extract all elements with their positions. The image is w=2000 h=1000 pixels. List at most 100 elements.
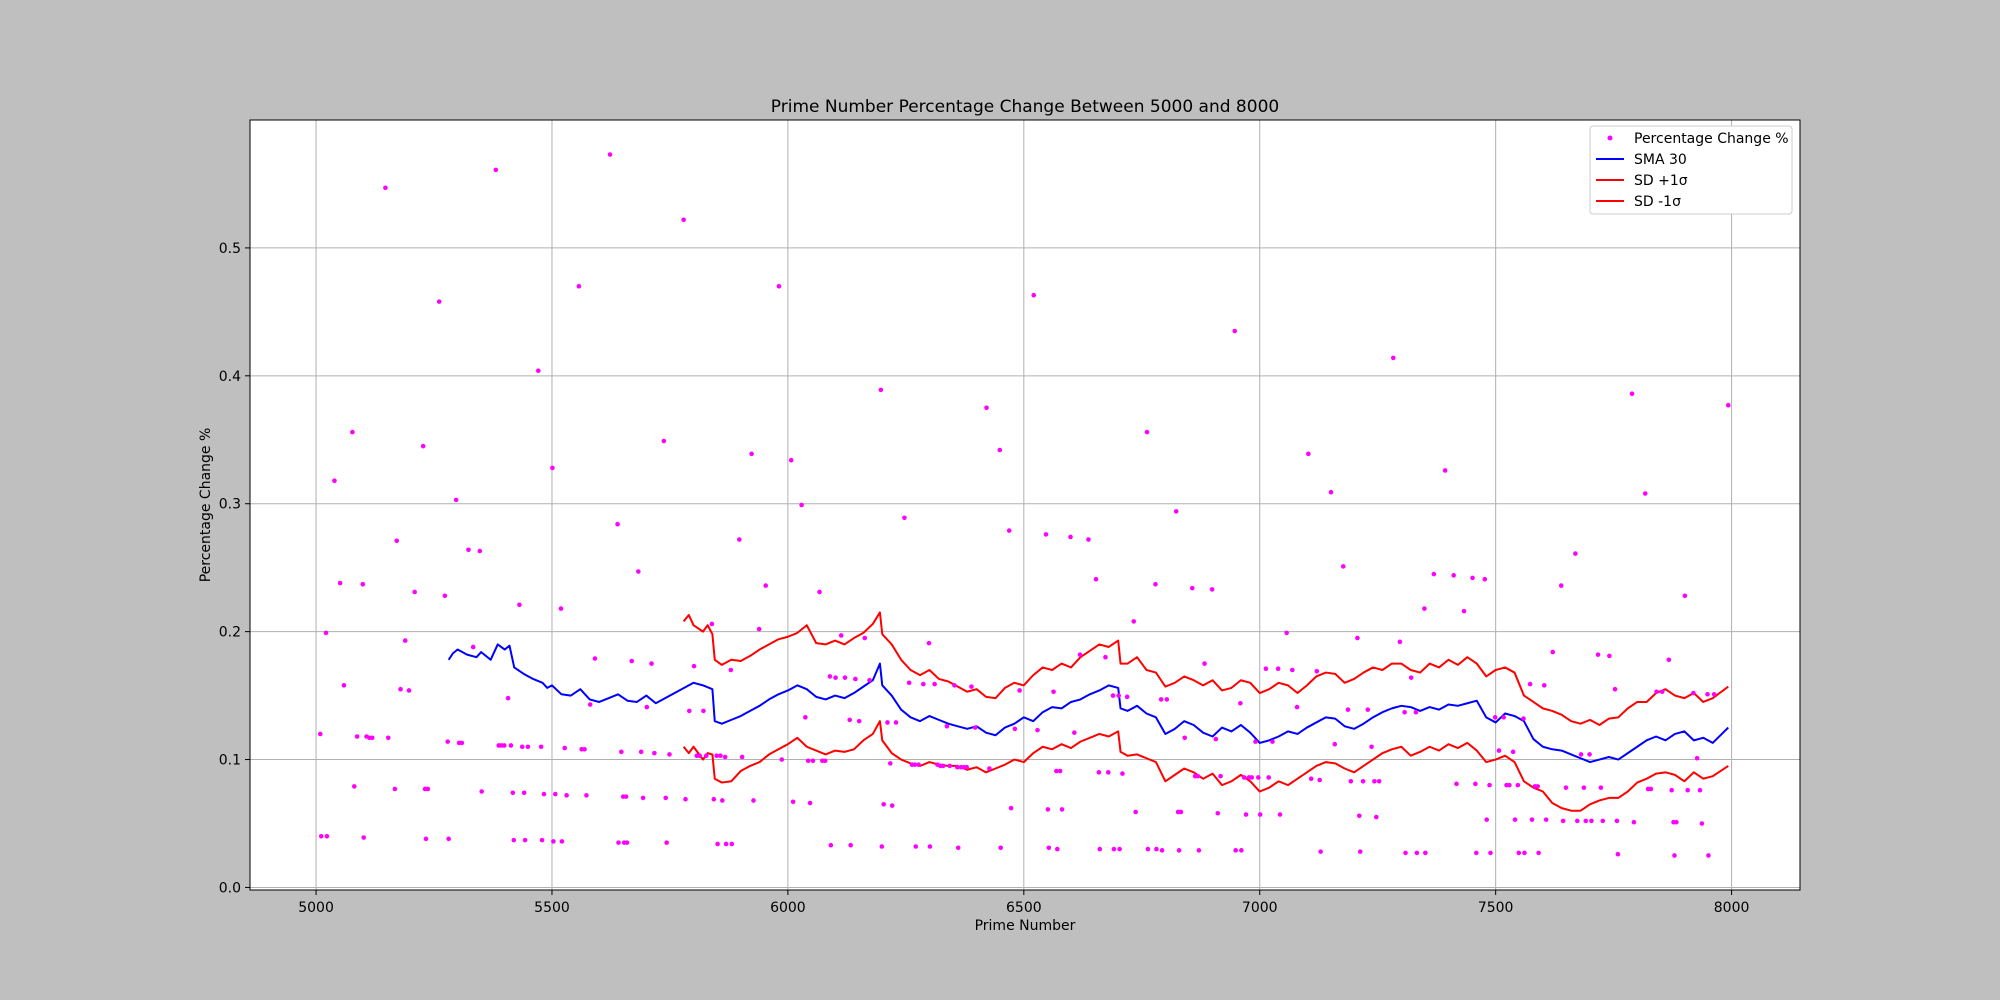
scatter-point <box>1202 661 1207 666</box>
scatter-point <box>952 683 957 688</box>
scatter-point <box>729 841 735 847</box>
scatter-point <box>1314 668 1320 674</box>
scatter-point <box>1390 355 1396 361</box>
scatter-point <box>663 795 668 801</box>
scatter-point <box>1257 812 1263 817</box>
scatter-point <box>1068 534 1073 540</box>
scatter-point <box>1131 619 1137 624</box>
scatter-point <box>1345 707 1351 712</box>
scatter-point <box>636 569 641 574</box>
scatter-point <box>691 663 697 669</box>
scatter-point <box>519 744 525 750</box>
scatter-point <box>1672 853 1677 858</box>
scatter-point <box>629 658 635 664</box>
scatter-point <box>703 753 709 758</box>
scatter-point <box>1492 715 1498 720</box>
scatter-point <box>1697 787 1703 793</box>
scatter-point <box>1253 739 1258 744</box>
scatter-point <box>1284 630 1289 636</box>
scatter-point <box>1488 850 1493 856</box>
scatter-point <box>1241 775 1247 780</box>
scatter-point <box>1573 551 1578 556</box>
scatter-point <box>1086 537 1091 542</box>
scatter-point <box>1209 587 1215 592</box>
scatter-point <box>1263 666 1269 672</box>
scatter-point <box>1536 850 1541 856</box>
scatter-point <box>799 502 804 508</box>
scatter-point <box>1461 608 1467 614</box>
scatter-point <box>912 762 918 767</box>
scatter-point <box>697 753 702 758</box>
scatter-point <box>493 167 499 173</box>
scatter-point <box>619 749 624 755</box>
scatter-point <box>1290 667 1295 673</box>
scatter-point <box>550 465 555 471</box>
scatter-point <box>477 548 483 554</box>
scatter-point <box>1012 726 1018 732</box>
scatter-point <box>1332 741 1338 747</box>
scatter-point <box>1711 692 1717 697</box>
scatter-point <box>940 763 946 769</box>
sma-line <box>447 643 1729 764</box>
plot-area <box>250 120 1800 890</box>
scatter-point <box>838 633 844 638</box>
scatter-point <box>1615 851 1621 857</box>
scatter-point <box>1365 707 1371 712</box>
scatter-point <box>790 799 796 805</box>
scatter-point <box>683 796 688 802</box>
scatter-point <box>1682 593 1688 599</box>
scatter-point <box>459 740 465 746</box>
scatter-point <box>324 833 330 839</box>
scatter-point <box>332 478 337 484</box>
scatter-point <box>763 583 769 588</box>
scatter-point <box>751 798 756 803</box>
scatter-point <box>576 283 582 289</box>
scatter-point <box>828 842 834 848</box>
scatter-point <box>1072 730 1077 735</box>
scatter-point <box>1159 848 1165 853</box>
scatter-point <box>1232 328 1238 334</box>
sd-plus-line <box>682 611 1729 726</box>
scatter-point <box>913 844 919 849</box>
scatter-point <box>867 677 872 683</box>
scatter-point <box>1402 709 1407 715</box>
scatter-point <box>508 743 514 748</box>
scatter-point <box>536 368 541 374</box>
scatter-point <box>412 589 417 595</box>
scatter-point <box>686 708 692 714</box>
scatter-point <box>1414 850 1420 856</box>
scatter-point <box>701 708 706 714</box>
scatter-point <box>1077 652 1083 657</box>
scatter-point <box>436 299 442 304</box>
scatter-point <box>1145 846 1151 852</box>
scatter-point <box>1195 773 1201 779</box>
x-tick-label: 5500 <box>534 900 570 916</box>
scatter-point <box>615 521 620 527</box>
scatter-point <box>1031 292 1037 298</box>
scatter-point <box>997 447 1003 453</box>
y-tick-label: 0.2 <box>219 625 241 641</box>
scatter-point <box>1238 700 1243 706</box>
legend-label-sd-plus: SD +1σ <box>1634 173 1688 189</box>
grid <box>250 120 1800 890</box>
scatter-point <box>1515 782 1521 788</box>
scatter-point <box>969 684 974 689</box>
scatter-point <box>1487 782 1492 788</box>
scatter-point <box>1423 850 1428 856</box>
scatter-point <box>1144 429 1150 435</box>
scatter-point <box>1249 775 1255 780</box>
scatter-point <box>502 743 507 748</box>
scatter-point <box>1055 846 1060 852</box>
scatter-point <box>318 731 323 737</box>
scatter-point <box>505 695 511 701</box>
scatter-point <box>984 405 989 411</box>
scatter-point <box>341 683 347 688</box>
y-tick-label: 0.1 <box>219 753 241 769</box>
scatter-point <box>749 451 754 457</box>
scatter-point <box>1215 810 1221 816</box>
scatter-point <box>1674 819 1679 825</box>
scatter-point <box>361 835 367 840</box>
scatter-point <box>1357 813 1362 819</box>
scatter-point <box>1403 850 1408 856</box>
scatter-point <box>1372 778 1377 784</box>
